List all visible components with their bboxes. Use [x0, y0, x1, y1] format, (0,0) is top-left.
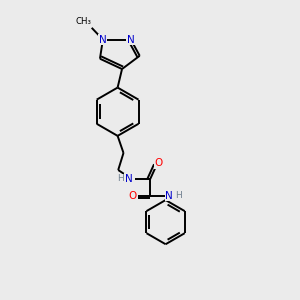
- Text: N: N: [165, 190, 173, 201]
- Text: H: H: [175, 191, 182, 200]
- Text: O: O: [129, 190, 137, 201]
- Text: N: N: [125, 174, 133, 184]
- Text: CH₃: CH₃: [75, 17, 91, 26]
- Text: H: H: [117, 174, 124, 183]
- Text: N: N: [99, 34, 107, 45]
- Text: O: O: [155, 158, 163, 168]
- Text: N: N: [127, 34, 135, 45]
